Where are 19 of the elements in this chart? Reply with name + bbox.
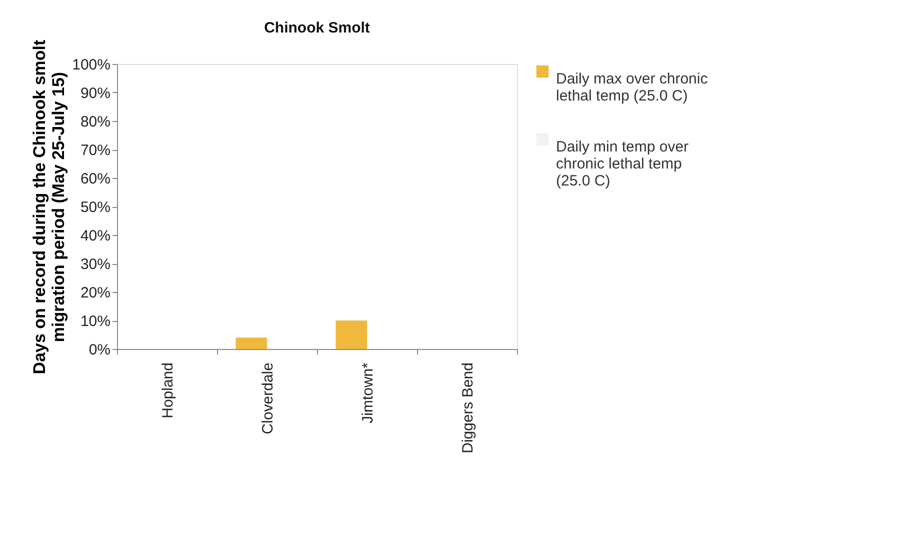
chart-title: Chinook Smolt xyxy=(264,19,370,36)
x-tick-label: Hopland xyxy=(160,362,176,418)
x-tick-label: Diggers Bend xyxy=(460,362,476,454)
y-tick-label: 10% xyxy=(80,313,110,330)
y-tick-label: 90% xyxy=(80,85,110,102)
y-tick-label: 40% xyxy=(80,228,110,244)
legend-label: Daily max over chronic lethal temp (25.0 C) xyxy=(556,70,708,104)
legend-label: Daily min temp over chronic lethal temp (25.0 C) xyxy=(556,138,689,190)
y-tick-label: 20% xyxy=(80,284,110,302)
y-tick-label: 80% xyxy=(80,114,110,130)
y-axis-title: Days on record during the Chinook smolt migration period (May 25-July 15) xyxy=(30,39,68,374)
y-tick-label: 30% xyxy=(80,256,110,273)
y-tick-label: 0% xyxy=(88,342,110,358)
y-tick-label: 50% xyxy=(80,199,110,216)
y-tick-label: 100% xyxy=(72,56,110,74)
y-tick-label: 60% xyxy=(80,170,110,188)
y-tick-label: 70% xyxy=(80,142,110,159)
x-tick-label: Cloverdale xyxy=(260,362,276,434)
x-tick-label: Jimtown* xyxy=(360,362,376,424)
